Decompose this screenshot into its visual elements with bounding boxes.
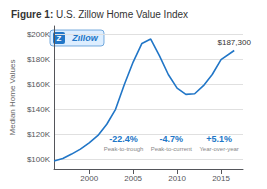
svg-text:Figure 1:: Figure 1: — [11, 9, 53, 20]
svg-text:2005: 2005 — [124, 174, 142, 183]
svg-text:2010: 2010 — [168, 174, 186, 183]
svg-text:U.S. Zillow Home Value Index: U.S. Zillow Home Value Index — [53, 9, 188, 20]
svg-text:$187,300: $187,300 — [218, 38, 252, 47]
svg-text:$160K: $160K — [27, 80, 51, 89]
svg-text:Year-over-year: Year-over-year — [199, 146, 238, 152]
svg-text:$200K: $200K — [27, 30, 51, 39]
svg-text:2015: 2015 — [212, 174, 230, 183]
svg-text:Zillow: Zillow — [72, 33, 98, 43]
svg-text:$180K: $180K — [27, 55, 51, 64]
svg-text:-22.4%: -22.4% — [109, 134, 138, 144]
svg-text:-4.7%: -4.7% — [160, 134, 184, 144]
svg-text:+5.1%: +5.1% — [206, 134, 232, 144]
svg-text:Z: Z — [56, 33, 62, 43]
svg-text:Peak-to-trough: Peak-to-trough — [104, 146, 144, 152]
svg-text:Median Home Values: Median Home Values — [8, 60, 17, 136]
svg-text:2000: 2000 — [80, 174, 98, 183]
svg-text:$140K: $140K — [27, 105, 51, 114]
svg-text:$120K: $120K — [27, 130, 51, 139]
svg-text:Peak-to-current: Peak-to-current — [151, 146, 193, 152]
svg-text:$100K: $100K — [27, 155, 51, 164]
